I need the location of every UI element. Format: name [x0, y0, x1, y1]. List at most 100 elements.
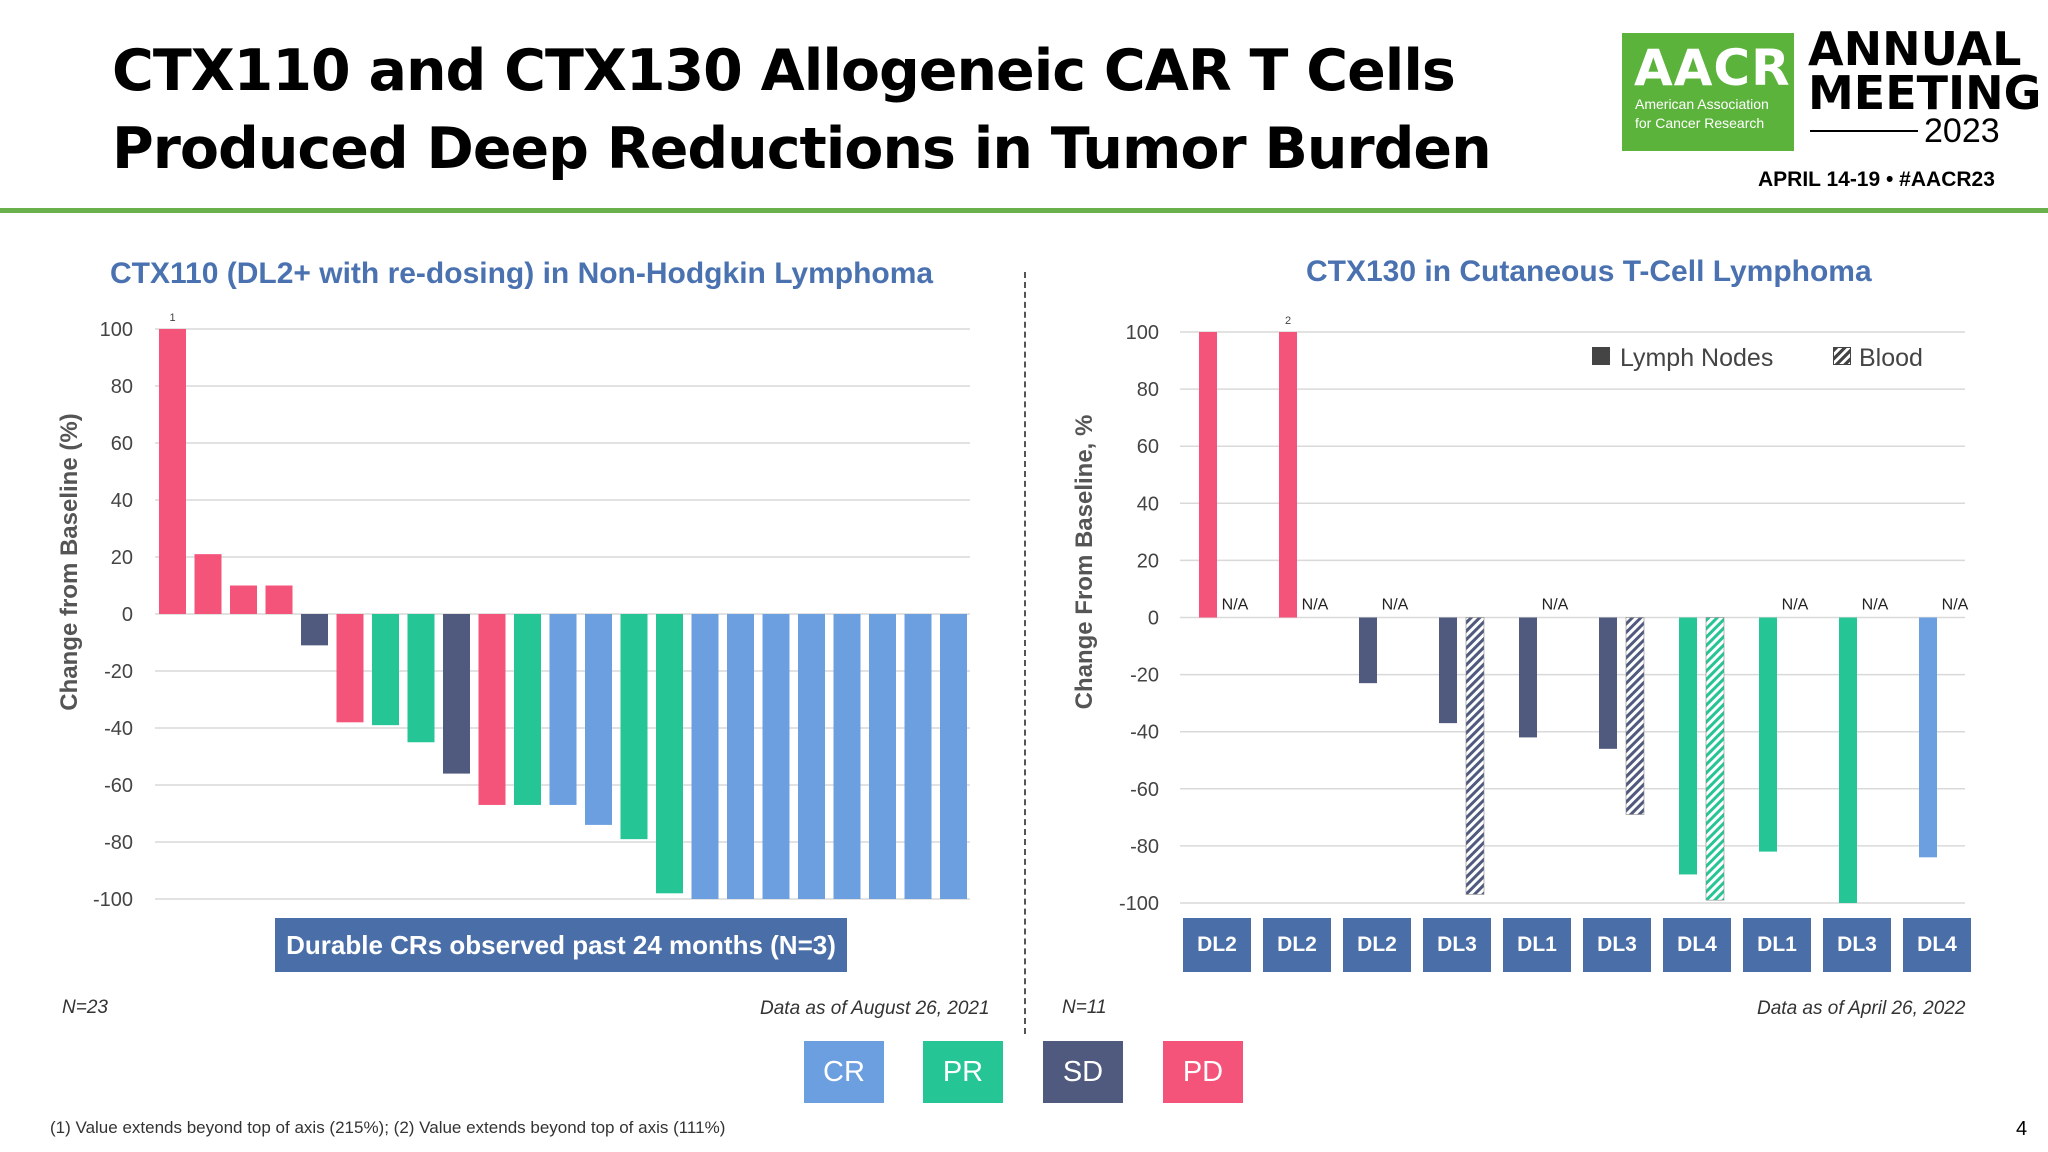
meeting-divider	[1810, 130, 1918, 132]
page-title: CTX110 and CTX130 Allogeneic CAR T Cells…	[112, 32, 1512, 188]
dose-level-label: DL3	[1423, 918, 1491, 972]
chart2-lymph-bar	[1919, 617, 1937, 858]
chart1-bar	[727, 614, 754, 899]
dose-level-label: DL1	[1503, 918, 1571, 972]
chart1-bar	[265, 585, 293, 614]
logo-subtitle-line-2: for Cancer Research	[1635, 115, 1765, 131]
chart2-plot: 100 80 60 40 20 0 -20 -40 -60 -80 -100 N/A N/A N/A N/A…	[1119, 315, 1969, 915]
chart2-title: CTX130 in Cutaneous T-Cell Lymphoma	[1306, 255, 1872, 288]
chart2-ytick-label: 100	[1126, 322, 1159, 344]
chart1-bar	[194, 554, 222, 614]
chart2-blood-bar	[1625, 617, 1645, 815]
chart2-ytick-label: 60	[1137, 436, 1159, 458]
chart2-n-label: N=11	[1062, 997, 1107, 1018]
chart1-bar	[478, 614, 506, 805]
chart2-ytick-label: -80	[1130, 836, 1159, 858]
chart2-na-label: N/A	[1302, 597, 1329, 614]
chart1-ytick-label: 60	[111, 433, 133, 455]
meeting-dates: APRIL 14-19 • #AACR23	[1758, 168, 1995, 191]
aacr-logo-text: AACR	[1634, 39, 1791, 97]
legend-cr: CR	[804, 1041, 884, 1103]
chart1-bar	[904, 614, 932, 899]
dose-level-label: DL2	[1183, 918, 1251, 972]
chart2-blood-bar	[1465, 617, 1485, 895]
chart2-lymph-bar	[1599, 617, 1617, 749]
chart2-na-label: N/A	[1382, 597, 1409, 614]
chart2-ytick-label: 40	[1137, 493, 1159, 515]
chart2-ytick-label: -40	[1130, 722, 1159, 744]
chart2-lymph-bar	[1359, 617, 1377, 684]
chart2-ytick-label: -100	[1119, 893, 1159, 915]
chart1-ytick-label: -80	[104, 832, 133, 854]
chart2-lymph-bar	[1279, 332, 1297, 618]
chart1-ytick-label: 20	[111, 547, 133, 569]
chart2-na-label: N/A	[1942, 597, 1969, 614]
chart1-bar	[372, 614, 399, 726]
dose-level-label: DL4	[1663, 918, 1731, 972]
chart2-lymph-bar	[1679, 617, 1697, 875]
legend-pr: PR	[923, 1041, 1003, 1103]
lymph-nodes-legend-label: Lymph Nodes	[1620, 344, 1774, 372]
dose-level-label: DL3	[1823, 918, 1891, 972]
chart1-bar	[940, 614, 967, 899]
chart2-ytick-label: -60	[1130, 779, 1159, 801]
chart1-bar	[230, 585, 257, 614]
chart1-n-label: N=23	[62, 997, 108, 1018]
chart1-bar	[514, 614, 541, 805]
title-line-2: Produced Deep Reductions in Tumor Burden	[112, 116, 1492, 182]
chart1-bar	[798, 614, 825, 899]
chart1-bar	[159, 329, 186, 614]
chart1-ytick-label: 0	[122, 604, 133, 626]
chart-divider	[1024, 272, 1026, 1034]
chart2-lymph-bar	[1439, 617, 1457, 724]
chart2-na-label: N/A	[1222, 597, 1249, 614]
chart2-blood-bar	[1705, 617, 1725, 901]
chart1-bar	[407, 614, 435, 743]
chart1-bar	[585, 614, 612, 825]
meeting-year: 2023	[1924, 112, 2000, 150]
dose-level-label: DL3	[1583, 918, 1651, 972]
chart1-ytick-label: -60	[104, 775, 133, 797]
chart1-bar	[549, 614, 577, 805]
chart1-title: CTX110 (DL2+ with re-dosing) in Non-Hodg…	[110, 257, 934, 290]
chart2-data-note: Data as of April 26, 2022	[1757, 998, 1966, 1019]
chart1-bar	[762, 614, 790, 899]
logo-subtitle-line-1: American Association	[1635, 96, 1769, 112]
chart1-ytick-label: 80	[111, 376, 133, 398]
blood-legend-swatch	[1833, 347, 1851, 365]
chart2-na-label: N/A	[1782, 597, 1809, 614]
chart1-bar	[656, 614, 683, 894]
chart1-ytick-label: 40	[111, 490, 133, 512]
dose-level-label: DL2	[1343, 918, 1411, 972]
chart1-bar	[301, 614, 328, 646]
aacr-logo: AACR American Association for Cancer Res…	[1622, 33, 1794, 151]
chart2-na-label: N/A	[1542, 597, 1569, 614]
legend-pd: PD	[1163, 1041, 1243, 1103]
chart1-ytick-label: -100	[93, 889, 133, 911]
chart2-lymph-bar	[1199, 332, 1217, 618]
chart2-ytick-label: 20	[1137, 550, 1159, 572]
chart2-ytick-label: 80	[1137, 379, 1159, 401]
chart1-bar	[833, 614, 861, 899]
durable-cr-banner: Durable CRs observed past 24 months (N=3…	[275, 918, 847, 972]
chart1-plot: 100 80 60 40 20 0 -20 -40 -60 -80 -100 1	[93, 312, 970, 911]
chart1-bar	[336, 614, 364, 723]
dose-level-label: DL1	[1743, 918, 1811, 972]
chart1-ytick-label: 100	[100, 319, 133, 341]
chart2-lymph-bar	[1759, 617, 1777, 852]
meeting-annual: ANNUAL	[1808, 22, 2022, 76]
chart1-annotation: 1	[169, 312, 175, 324]
footnote: (1) Value extends beyond top of axis (21…	[50, 1118, 726, 1137]
chart2-annotation: 2	[1285, 315, 1291, 327]
chart1-bar	[869, 614, 896, 899]
dose-level-label: DL2	[1263, 918, 1331, 972]
chart2-lymph-bar	[1839, 617, 1857, 903]
lymph-nodes-legend-swatch	[1592, 347, 1610, 365]
dose-level-label: DL4	[1903, 918, 1971, 972]
chart2-ytick-label: 0	[1148, 608, 1159, 630]
chart2-na-label: N/A	[1862, 597, 1889, 614]
aacr-logo-subtitle: American Association for Cancer Research	[1635, 95, 1769, 133]
meeting-meeting: MEETING	[1808, 66, 2042, 120]
page-number: 4	[2016, 1118, 2028, 1140]
title-line-1: CTX110 and CTX130 Allogeneic CAR T Cells	[112, 38, 1456, 104]
